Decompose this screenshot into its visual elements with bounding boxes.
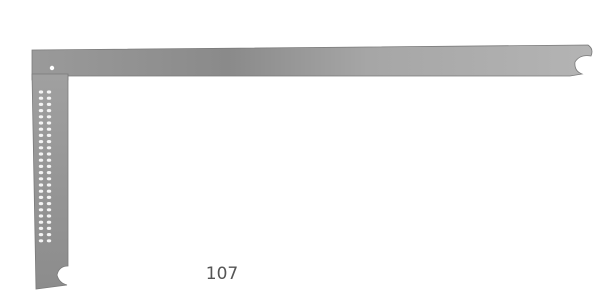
scale-hole bbox=[39, 115, 43, 118]
scale-hole bbox=[39, 146, 43, 149]
scale-hole bbox=[47, 183, 51, 186]
scale-hole bbox=[47, 115, 51, 118]
product-image: 107 bbox=[0, 0, 596, 296]
scale-hole bbox=[47, 159, 51, 162]
scale-hole bbox=[47, 152, 51, 155]
scale-hole bbox=[39, 233, 43, 236]
scale-hole bbox=[39, 97, 43, 100]
scale-hole bbox=[47, 227, 51, 230]
scale-hole bbox=[47, 233, 51, 236]
scale-hole bbox=[39, 165, 43, 168]
scale-hole bbox=[47, 239, 51, 242]
scale-hole bbox=[47, 214, 51, 217]
scale-hole bbox=[39, 183, 43, 186]
hanging-hole bbox=[50, 66, 54, 70]
scale-hole bbox=[47, 202, 51, 205]
page: {"caption": "107"} 107 (() => { const da… bbox=[0, 0, 596, 296]
scale-hole bbox=[47, 109, 51, 112]
scale-hole bbox=[39, 159, 43, 162]
scale-hole bbox=[47, 171, 51, 174]
scale-hole bbox=[47, 177, 51, 180]
scale-hole bbox=[39, 90, 43, 93]
scale-hole bbox=[39, 152, 43, 155]
scale-hole bbox=[47, 140, 51, 143]
square-short-arm bbox=[32, 74, 68, 289]
scale-hole bbox=[47, 128, 51, 131]
scale-hole bbox=[39, 134, 43, 137]
scale-hole bbox=[47, 103, 51, 106]
scale-hole bbox=[39, 208, 43, 211]
scale-hole bbox=[39, 221, 43, 224]
scale-hole bbox=[39, 202, 43, 205]
scale-hole bbox=[47, 97, 51, 100]
scale-hole bbox=[47, 146, 51, 149]
scale-hole bbox=[47, 221, 51, 224]
scale-hole bbox=[39, 227, 43, 230]
scale-hole bbox=[39, 121, 43, 124]
scale-hole bbox=[47, 208, 51, 211]
scale-hole bbox=[39, 140, 43, 143]
scale-hole bbox=[47, 190, 51, 193]
caption: 107 bbox=[206, 264, 238, 284]
scale-hole bbox=[39, 171, 43, 174]
scale-hole bbox=[47, 134, 51, 137]
scale-hole bbox=[47, 90, 51, 93]
scale-hole bbox=[39, 128, 43, 131]
scale-hole bbox=[39, 190, 43, 193]
scale-hole bbox=[47, 196, 51, 199]
scale-hole bbox=[39, 109, 43, 112]
scale-hole bbox=[39, 177, 43, 180]
scale-hole bbox=[39, 196, 43, 199]
scale-hole bbox=[39, 103, 43, 106]
scale-hole bbox=[39, 239, 43, 242]
scale-hole bbox=[47, 121, 51, 124]
scale-hole bbox=[39, 214, 43, 217]
scale-hole bbox=[47, 165, 51, 168]
square-long-arm bbox=[32, 45, 592, 80]
